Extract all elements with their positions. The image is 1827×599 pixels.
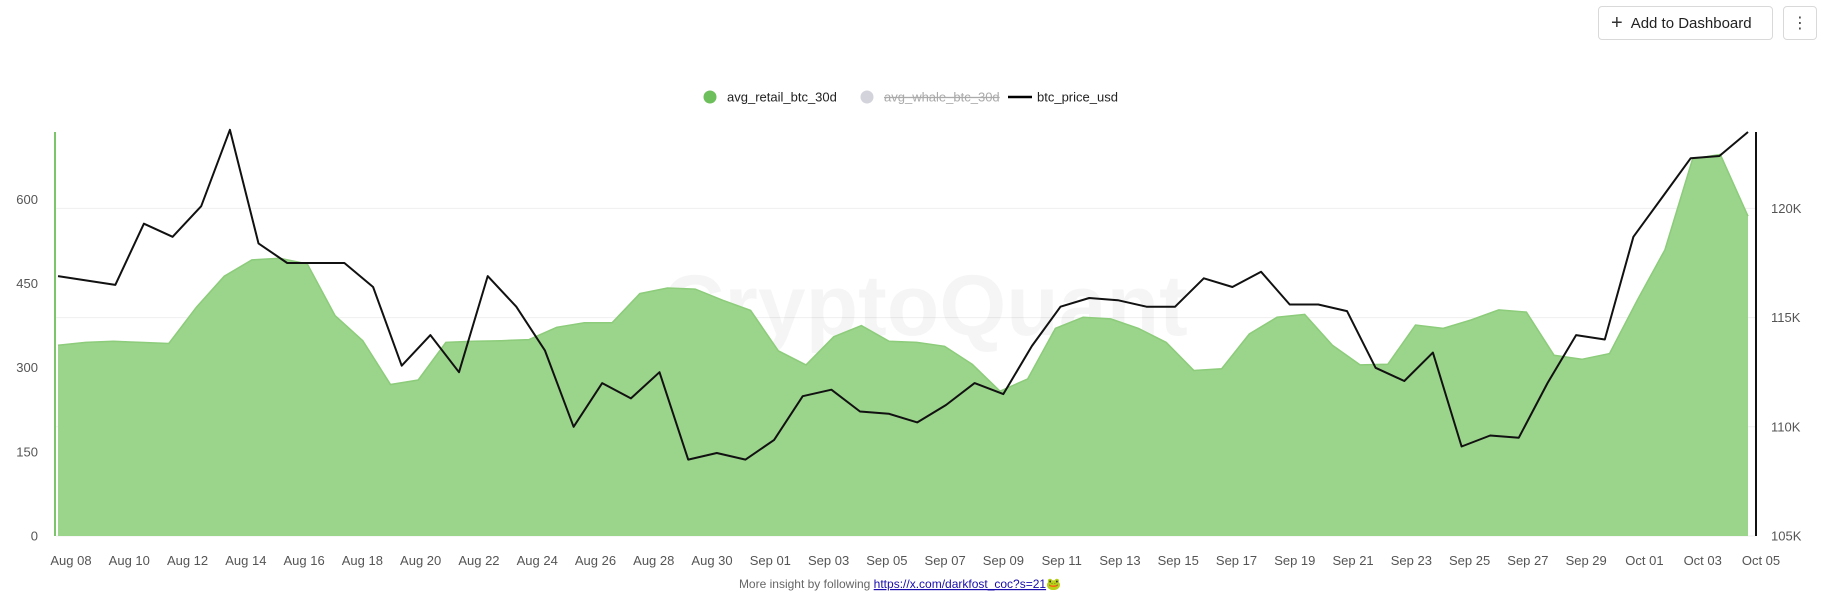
x-tick-label: Aug 26 (575, 553, 616, 568)
x-tick-label: Aug 18 (342, 553, 383, 568)
add-to-dashboard-button[interactable]: + Add to Dashboard (1598, 6, 1773, 40)
x-tick-label: Sep 25 (1449, 553, 1490, 568)
x-tick-label: Aug 08 (50, 553, 91, 568)
retail-area-outline (57, 153, 1749, 393)
x-tick-label: Sep 19 (1274, 553, 1315, 568)
legend-marker-circle (860, 90, 874, 104)
y-right-tick-label: 110K (1771, 419, 1801, 434)
y-left-tick-label: 0 (31, 529, 38, 544)
x-tick-label: Sep 09 (983, 553, 1024, 568)
x-tick-label: Aug 12 (167, 553, 208, 568)
x-tick-label: Sep 07 (925, 553, 966, 568)
legend-item-btc_price_usd[interactable]: btc_price_usd (1008, 90, 1118, 105)
x-tick-label: Aug 14 (225, 553, 266, 568)
x-tick-label: Aug 22 (458, 553, 499, 568)
x-tick-label: Oct 01 (1625, 553, 1663, 568)
frog-icon: 🐸 (1046, 577, 1061, 591)
x-tick-label: Sep 23 (1391, 553, 1432, 568)
y-left-tick-label: 300 (16, 360, 38, 375)
axes: 0 150 300 450 600 105K 110K 115K 120K Aug 08 Aug 1… (16, 132, 1802, 568)
legend-marker-circle (703, 90, 717, 104)
x-tick-label: Sep 11 (1042, 553, 1082, 568)
legend-item-avg_retail_btc_30d[interactable]: avg_retail_btc_30d (703, 90, 837, 105)
y-left-tick-label: 150 (16, 444, 38, 459)
price-line-series (57, 128, 1749, 461)
x-tick-label: Aug 20 (400, 553, 441, 568)
kebab-menu-icon: ⋮ (1792, 15, 1808, 32)
legend-item-avg_whale_btc_30d[interactable]: avg_whale_btc_30d (860, 90, 1000, 105)
x-tick-label: Sep 13 (1099, 553, 1140, 568)
footer: More insight by following https://x.com/… (739, 577, 1061, 591)
x-tick-label: Sep 27 (1507, 553, 1548, 568)
x-tick-label: Aug 10 (109, 553, 150, 568)
legend-label: btc_price_usd (1037, 90, 1118, 105)
y-right-tick-label: 120K (1771, 201, 1802, 216)
x-tick-label: Aug 24 (517, 553, 558, 568)
x-tick-label: Sep 05 (866, 553, 907, 568)
footer-text: More insight by following (739, 577, 874, 591)
chart-toolbar: + Add to Dashboard ⋮ (1598, 6, 1817, 40)
x-tick-label: Sep 03 (808, 553, 849, 568)
legend-label: avg_retail_btc_30d (727, 90, 837, 105)
x-tick-label: Sep 21 (1332, 553, 1373, 568)
x-tick-label: Oct 05 (1742, 553, 1780, 568)
add-to-dashboard-label: Add to Dashboard (1630, 14, 1752, 32)
x-tick-label: Aug 30 (691, 553, 732, 568)
more-options-button[interactable]: ⋮ (1783, 6, 1817, 40)
x-tick-label: Oct 03 (1684, 553, 1722, 568)
retail-area-series (57, 153, 1749, 536)
retail-area-fill (58, 154, 1748, 536)
price-line (57, 128, 1749, 461)
plus-icon: + (1611, 12, 1623, 34)
x-tick-label: Sep 17 (1216, 553, 1257, 568)
x-tick-label: Aug 16 (284, 553, 325, 568)
chart-legend: avg_retail_btc_30d avg_whale_btc_30d btc_p… (703, 90, 1118, 105)
y-right-tick-label: 115K (1771, 310, 1801, 325)
footer-link[interactable]: https://x.com/darkfost_coc?s=21 (874, 577, 1047, 591)
x-tick-label: Sep 01 (750, 553, 791, 568)
x-tick-label: Sep 15 (1158, 553, 1199, 568)
y-right-tick-label: 105K (1771, 529, 1802, 544)
x-tick-label: Sep 29 (1566, 553, 1607, 568)
y-left-tick-label: 450 (16, 276, 38, 291)
y-left-tick-label: 600 (16, 192, 38, 207)
legend-label: avg_whale_btc_30d (884, 90, 1000, 105)
svg-text:More insight by following http: More insight by following https://x.com/… (739, 577, 1061, 591)
x-tick-label: Aug 28 (633, 553, 674, 568)
